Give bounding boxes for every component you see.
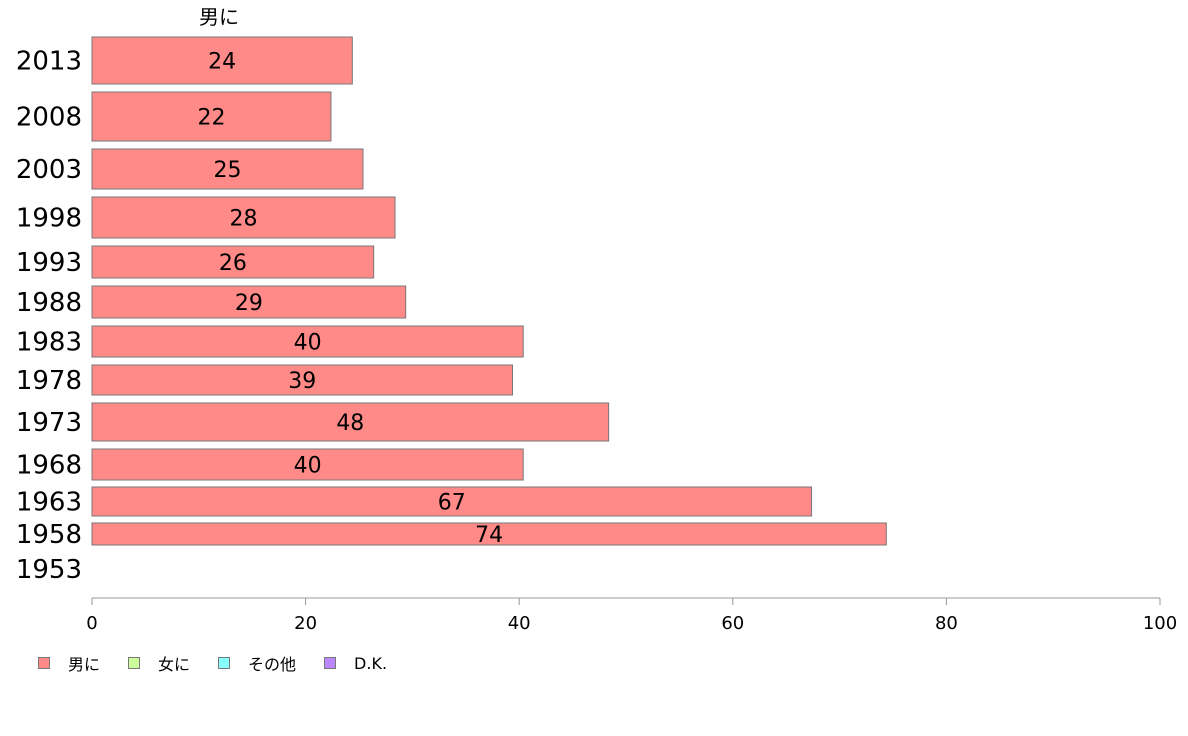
legend-item-female: 女に xyxy=(128,651,190,675)
bar-value-label: 28 xyxy=(230,207,258,232)
bar-value-label: 22 xyxy=(197,106,225,131)
bar xyxy=(91,402,610,442)
category-label: 2003 xyxy=(16,155,82,185)
legend-swatch-female xyxy=(128,657,141,669)
bar xyxy=(91,245,375,279)
bar xyxy=(91,285,407,319)
bar-value-label: 24 xyxy=(208,50,236,75)
bar xyxy=(91,196,396,239)
legend-swatch-male xyxy=(38,657,50,669)
chart-title: 男に xyxy=(199,5,239,29)
bar-value-label: 26 xyxy=(219,251,247,276)
category-label: 1958 xyxy=(16,520,82,550)
bar xyxy=(91,148,364,190)
x-axis: 0 20 40 60 80 100 xyxy=(86,597,1177,634)
bar xyxy=(91,325,524,358)
x-tick-label: 80 xyxy=(935,613,958,634)
category-label: 1963 xyxy=(16,488,82,518)
category-label: 1988 xyxy=(16,288,82,318)
x-tick-label: 20 xyxy=(294,613,317,634)
legend-item-other: その他 xyxy=(218,651,296,675)
category-label: 2008 xyxy=(16,103,82,133)
bar xyxy=(91,448,524,481)
category-label: 1978 xyxy=(16,366,82,396)
bar xyxy=(91,36,353,85)
category-label: 1998 xyxy=(16,204,82,234)
bar-value-label: 29 xyxy=(235,291,263,316)
bar-value-label: 40 xyxy=(294,454,322,479)
legend: 男に 女に その他 D.K. xyxy=(38,651,415,675)
x-tick-label: 100 xyxy=(1143,613,1177,634)
x-tick-label: 40 xyxy=(508,613,531,634)
bar xyxy=(91,486,813,517)
x-tick-label: 60 xyxy=(721,613,744,634)
legend-label-female: 女に xyxy=(158,655,191,674)
bar-value-label: 39 xyxy=(288,369,316,394)
bar-value-label: 48 xyxy=(336,411,364,436)
category-label: 1983 xyxy=(16,328,82,358)
category-label: 2013 xyxy=(16,47,82,77)
legend-swatch-other xyxy=(218,657,231,669)
legend-label-dk: D.K. xyxy=(354,653,388,673)
bar-value-label: 74 xyxy=(475,523,503,548)
legend-swatch-dk xyxy=(324,657,337,669)
bar xyxy=(91,364,514,396)
bar xyxy=(91,522,887,546)
bar-value-label: 40 xyxy=(294,331,322,356)
category-label: 1968 xyxy=(16,451,82,481)
bar-value-label: 67 xyxy=(438,491,466,516)
x-tick-label: 0 xyxy=(86,613,97,634)
category-label: 1993 xyxy=(16,248,82,278)
category-label: 1973 xyxy=(16,408,82,438)
category-label: 1953 xyxy=(16,555,82,585)
legend-label-other: その他 xyxy=(248,655,297,674)
bar xyxy=(91,91,332,142)
legend-item-dk: D.K. xyxy=(324,654,387,673)
legend-item-male: 男に xyxy=(38,651,100,675)
bar-value-label: 25 xyxy=(214,158,242,183)
bars-group: 2013 24 2008 22 2003 25 1998 28 1993 26 1988 29 1983… xyxy=(16,36,887,585)
bar-chart: 男に 2013 24 2008 22 2003 25 1998 28 1993 26 1988 29 1… xyxy=(16,5,1177,634)
legend-label-male: 男に xyxy=(68,655,101,674)
